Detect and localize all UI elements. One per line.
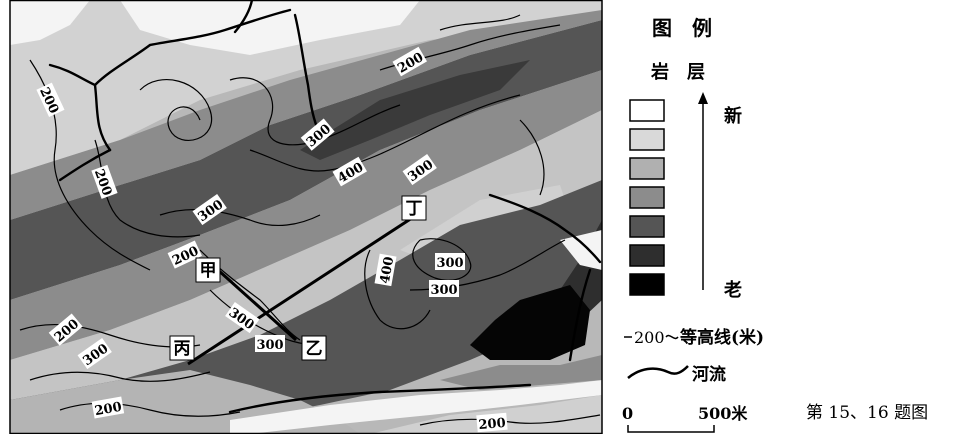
stratum-band-darkest-upper (300, 60, 530, 160)
contour-legend-tilde (665, 334, 679, 340)
legend-strata-label: 岩 层 (650, 61, 705, 83)
contour-label-bg (300, 118, 335, 151)
stratum-band-light-center (10, 110, 602, 400)
stratum-band-white-topleft (10, 0, 90, 45)
contour-line (29, 371, 211, 382)
strata-swatch (629, 128, 665, 151)
contour-label-bg (392, 46, 427, 77)
contour-label-bg (402, 154, 437, 186)
place-box-yi (301, 335, 327, 361)
contour-label: 300 (429, 280, 459, 298)
contour-label: 300 (255, 335, 285, 353)
place-label-yi: 乙 (306, 339, 323, 359)
stratum-band-mid-upper (10, 10, 602, 220)
legend-swatches (629, 99, 665, 296)
contour-label-bg (91, 396, 125, 419)
place-box-ding (401, 195, 427, 221)
place-label-ding: 丁 (406, 199, 423, 219)
contour-line (519, 119, 545, 196)
contour-label-text: 400 (378, 256, 397, 285)
contour-label-bg (255, 335, 285, 352)
contour-label-bg (167, 240, 202, 269)
legend-contour-value: 200 (634, 328, 665, 347)
contour-label-text: 200 (478, 416, 506, 433)
contour-label-bg (435, 253, 465, 270)
place-label-jia: 甲 (200, 261, 217, 281)
legend: 图 例 岩 层 新 老 200 等高线(米) 河流 0 500米 (622, 16, 764, 433)
contour-label-bg (77, 338, 112, 370)
contour-label-bg (48, 313, 83, 346)
contour-label-bg (332, 156, 367, 187)
profile-lines (187, 216, 413, 366)
stratum-band-mid-center (10, 70, 602, 360)
river (233, 0, 254, 34)
profile-line-bing-ding (187, 216, 413, 366)
contour-line (419, 414, 601, 426)
place-box-jia (195, 257, 221, 283)
stratum-band-white-bottom (230, 380, 602, 434)
contour-label-bg (91, 164, 118, 199)
scale-bar (627, 425, 715, 433)
contour-label-text: 300 (436, 256, 463, 271)
river (293, 13, 320, 132)
legend-river-item: 河流 (692, 364, 726, 385)
river (228, 383, 532, 414)
stratum-band-dark-lower (10, 180, 602, 434)
place-label-bing: 丙 (174, 339, 191, 359)
stratum-band-black (470, 285, 590, 360)
strata-swatch (629, 99, 665, 122)
contour-line (159, 208, 321, 226)
stratum-band-white-top (120, 0, 420, 55)
river (568, 268, 592, 362)
strata-swatch (629, 273, 665, 296)
contour-line (94, 139, 201, 238)
contour-line (412, 238, 472, 281)
contour-line (139, 79, 213, 141)
stratum-band-mid-bottomright (440, 355, 602, 390)
strata-swatch (629, 157, 665, 180)
contour-label-bg (225, 302, 260, 334)
stratum-band-white-right (560, 230, 602, 270)
contour-label: 300 (435, 253, 465, 271)
scale-zero: 0 (622, 404, 633, 423)
contour-line (59, 402, 241, 417)
strata-swatch (629, 215, 665, 238)
contour-line (229, 77, 401, 146)
contour-label-bg (192, 194, 227, 226)
strata-swatch (629, 244, 665, 267)
river (93, 43, 152, 87)
profile-line-jia-yi (216, 268, 298, 342)
river (58, 148, 112, 182)
contour-label-text: 200 (94, 400, 123, 419)
legend-title: 图 例 (652, 16, 712, 40)
contour-label: 200 (91, 396, 125, 419)
contour-label-bg (374, 253, 397, 287)
place-box-bing (169, 335, 195, 361)
legend-new-label: 新 (724, 105, 742, 127)
river (148, 8, 292, 47)
contour-line (249, 94, 521, 172)
strata-swatch (629, 186, 665, 209)
contour-line (364, 249, 431, 330)
contour-label-bg (36, 82, 65, 117)
figure-caption: 第 15、16 题图 (806, 403, 928, 423)
place-labels: 甲 乙 丙 丁 (169, 195, 427, 361)
contour-label-text: 300 (430, 283, 457, 298)
contour-label-bg (476, 412, 508, 433)
rivers (48, 0, 602, 414)
river-legend-symbol (627, 365, 689, 379)
legend-contour-item: 等高线(米) (680, 327, 764, 348)
contour-label: 400 (374, 253, 397, 287)
contour-label-text: 300 (256, 338, 283, 353)
scale-value: 500米 (698, 404, 748, 423)
contour-label: 200 (476, 412, 508, 433)
arrow-up-icon (698, 92, 708, 104)
contour-line (439, 14, 521, 31)
legend-old-label: 老 (724, 279, 742, 301)
contour-label-bg (429, 280, 459, 297)
river (488, 193, 602, 264)
